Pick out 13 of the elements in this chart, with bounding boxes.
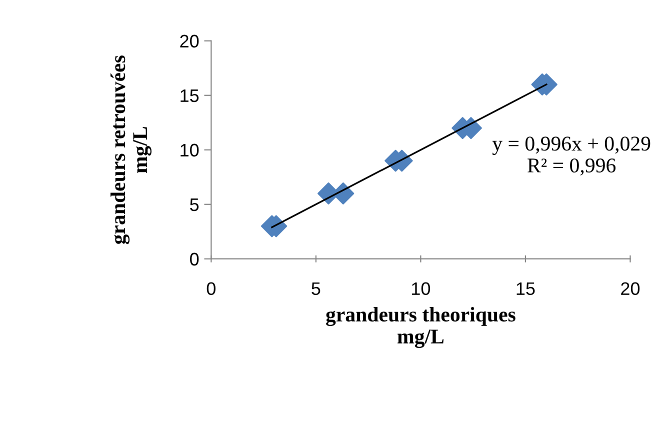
x-tick-label: 5 [312,282,320,296]
x-tick-label: 0 [206,282,216,296]
x-axis-title: grandeurs theoriques mg/L [326,306,516,348]
y-tick-label: 5 [190,198,199,212]
x-tick-label: 15 [516,282,535,296]
y-tick-label: 0 [190,252,199,266]
y-tick-label: 10 [180,144,199,157]
annotation: y = 0,996x + 0,029 R² = 0,996 [492,136,650,176]
y-tick-label: 15 [180,89,199,102]
x-tick-label: 10 [412,282,430,296]
y-tick-label: 20 [180,34,199,48]
y-axis-title: grandeurs retrouvées mg/L [110,56,152,244]
x-tick-label: 20 [621,282,640,296]
